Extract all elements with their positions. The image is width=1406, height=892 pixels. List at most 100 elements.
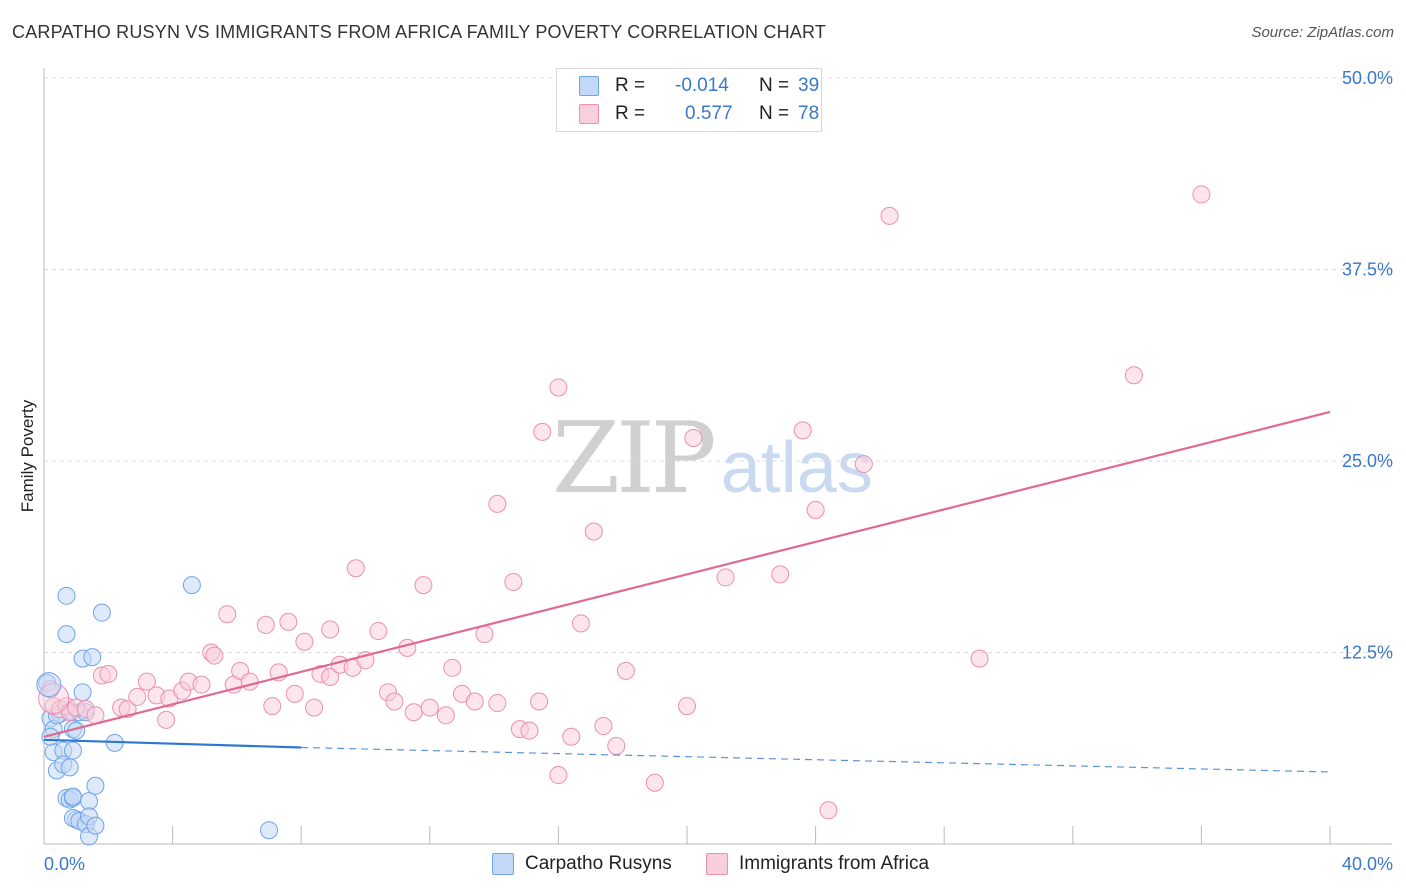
point-immigrants-africa xyxy=(684,429,703,448)
bottom-legend-swatch-blue xyxy=(492,853,514,875)
point-immigrants-africa xyxy=(819,801,838,820)
point-immigrants-africa xyxy=(854,455,873,474)
y-tick-label: 12.5% xyxy=(1342,643,1393,663)
point-immigrants-africa xyxy=(285,684,304,703)
point-immigrants-africa xyxy=(128,687,147,706)
point-immigrants-africa xyxy=(594,717,613,736)
point-immigrants-africa xyxy=(256,615,275,634)
legend: R = -0.014 N = 39 R = 0.577 N = 78 xyxy=(556,68,822,132)
bottom-legend-label: Immigrants from Africa xyxy=(739,853,930,874)
bottom-legend-swatch-pink xyxy=(706,853,728,875)
point-carpatho-rusyns xyxy=(57,586,76,605)
point-immigrants-africa xyxy=(263,697,282,716)
point-immigrants-africa xyxy=(584,522,603,541)
point-immigrants-africa xyxy=(970,649,989,668)
point-immigrants-africa xyxy=(880,206,899,225)
legend-r-label: R = xyxy=(615,75,646,96)
point-immigrants-africa xyxy=(205,646,224,665)
trend-line-immigrants-africa xyxy=(43,410,1331,738)
chart-source: Source: ZipAtlas.com xyxy=(1251,24,1394,41)
tick-labels: 12.5% 25.0% 37.5% 50.0% 0.0% 40.0% xyxy=(44,68,1393,874)
point-immigrants-africa xyxy=(771,565,790,584)
legend-r-value: -0.014 xyxy=(675,75,729,96)
point-immigrants-africa xyxy=(520,721,539,740)
point-immigrants-africa xyxy=(305,698,324,717)
point-immigrants-africa xyxy=(192,675,211,694)
legend-n-value: 78 xyxy=(798,103,820,124)
point-immigrants-africa xyxy=(1192,185,1211,204)
point-carpatho-rusyns xyxy=(92,603,111,622)
legend-n-label: N = xyxy=(759,75,790,96)
point-immigrants-africa xyxy=(530,692,549,711)
point-carpatho-rusyns xyxy=(86,816,105,835)
point-immigrants-africa xyxy=(218,605,237,624)
watermark: ZIP atlas xyxy=(552,402,873,516)
watermark-zip: ZIP xyxy=(552,402,717,516)
point-immigrants-africa xyxy=(1124,366,1143,385)
point-immigrants-africa xyxy=(571,614,590,633)
point-immigrants-africa xyxy=(549,378,568,397)
point-immigrants-africa xyxy=(414,576,433,595)
point-carpatho-rusyns xyxy=(63,787,82,806)
point-immigrants-africa xyxy=(279,612,298,631)
point-immigrants-africa xyxy=(716,568,735,587)
legend-n-label: N = xyxy=(759,103,790,124)
point-immigrants-africa xyxy=(346,559,365,578)
bottom-legend-label: Carpatho Rusyns xyxy=(525,853,672,874)
point-immigrants-africa xyxy=(99,664,118,683)
legend-r-value: 0.577 xyxy=(685,103,733,124)
point-carpatho-rusyns-cluster xyxy=(36,672,62,698)
point-carpatho-rusyns xyxy=(60,758,79,777)
y-tick-label: 50.0% xyxy=(1342,68,1393,88)
point-immigrants-africa xyxy=(443,658,462,677)
trend-line-carpatho-rusyns-extension xyxy=(301,746,1331,773)
y-tick-label: 25.0% xyxy=(1342,451,1393,471)
point-immigrants-africa xyxy=(607,736,626,755)
point-immigrants-africa xyxy=(504,573,523,592)
point-immigrants-africa xyxy=(436,706,455,725)
point-carpatho-rusyns xyxy=(63,741,82,760)
point-carpatho-rusyns xyxy=(80,792,99,811)
point-immigrants-africa xyxy=(398,638,417,657)
point-immigrants-africa xyxy=(475,625,494,644)
legend-swatch-blue xyxy=(579,76,599,96)
point-immigrants-africa xyxy=(369,622,388,641)
trend-lines xyxy=(43,410,1331,773)
watermark-atlas: atlas xyxy=(720,428,873,508)
point-immigrants-africa xyxy=(118,700,137,719)
point-immigrants-africa xyxy=(321,668,340,687)
point-immigrants-africa xyxy=(793,421,812,440)
point-immigrants-africa xyxy=(420,698,439,717)
point-carpatho-rusyns xyxy=(83,648,102,667)
point-carpatho-rusyns xyxy=(182,576,201,595)
point-carpatho-rusyns xyxy=(73,683,92,702)
data-points xyxy=(36,185,1211,846)
point-immigrants-africa xyxy=(385,692,404,711)
trend-line-carpatho-rusyns xyxy=(43,738,302,749)
point-immigrants-africa xyxy=(404,703,423,722)
point-carpatho-rusyns xyxy=(57,625,76,644)
point-immigrants-africa xyxy=(645,773,664,792)
point-immigrants-africa xyxy=(157,710,176,729)
point-immigrants-africa xyxy=(137,672,156,691)
point-immigrants-africa xyxy=(549,766,568,785)
legend-swatch-pink xyxy=(579,104,599,124)
point-carpatho-rusyns xyxy=(260,821,279,840)
legend-n-value: 39 xyxy=(798,75,820,96)
point-carpatho-rusyns xyxy=(86,776,105,795)
point-immigrants-africa xyxy=(806,501,825,520)
point-immigrants-africa xyxy=(465,692,484,711)
point-immigrants-africa xyxy=(240,672,259,691)
x-tick-label: 0.0% xyxy=(44,854,85,874)
point-immigrants-africa xyxy=(488,694,507,713)
point-immigrants-africa xyxy=(295,632,314,651)
point-immigrants-africa xyxy=(321,620,340,639)
point-immigrants-africa xyxy=(616,661,635,680)
y-tick-label: 37.5% xyxy=(1342,260,1393,280)
chart-title: CARPATHO RUSYN VS IMMIGRANTS FROM AFRICA… xyxy=(12,22,827,42)
point-immigrants-africa xyxy=(533,422,552,441)
legend-r-label: R = xyxy=(615,103,646,124)
point-immigrants-africa xyxy=(488,494,507,513)
point-immigrants-africa xyxy=(562,727,581,746)
